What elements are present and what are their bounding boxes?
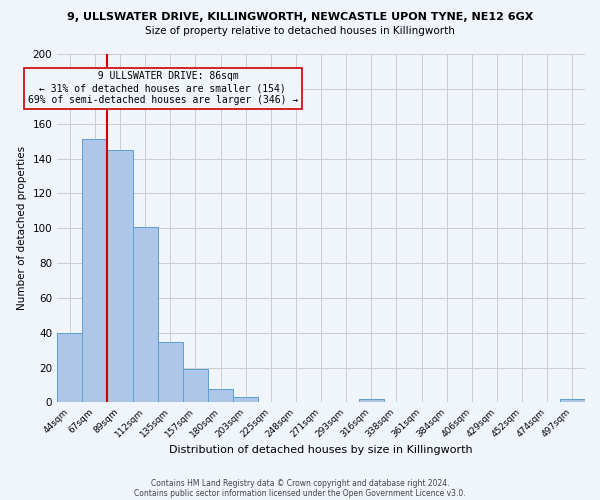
Bar [158,342,183,402]
Y-axis label: Number of detached properties: Number of detached properties [17,146,27,310]
Bar [57,333,82,402]
Bar [183,370,208,402]
Text: 9, ULLSWATER DRIVE, KILLINGWORTH, NEWCASTLE UPON TYNE, NE12 6GX: 9, ULLSWATER DRIVE, KILLINGWORTH, NEWCAS… [67,12,533,22]
Bar [107,150,133,403]
Text: 9 ULLSWATER DRIVE: 86sqm
← 31% of detached houses are smaller (154)
69% of semi-: 9 ULLSWATER DRIVE: 86sqm ← 31% of detach… [28,72,298,104]
Text: Contains HM Land Registry data © Crown copyright and database right 2024.: Contains HM Land Registry data © Crown c… [151,478,449,488]
Text: Contains public sector information licensed under the Open Government Licence v3: Contains public sector information licen… [134,488,466,498]
Text: Size of property relative to detached houses in Killingworth: Size of property relative to detached ho… [145,26,455,36]
Bar [133,226,158,402]
Bar [560,399,585,402]
Bar [82,140,107,402]
Bar [233,398,258,402]
X-axis label: Distribution of detached houses by size in Killingworth: Distribution of detached houses by size … [169,445,473,455]
Bar [208,388,233,402]
Bar [359,399,384,402]
